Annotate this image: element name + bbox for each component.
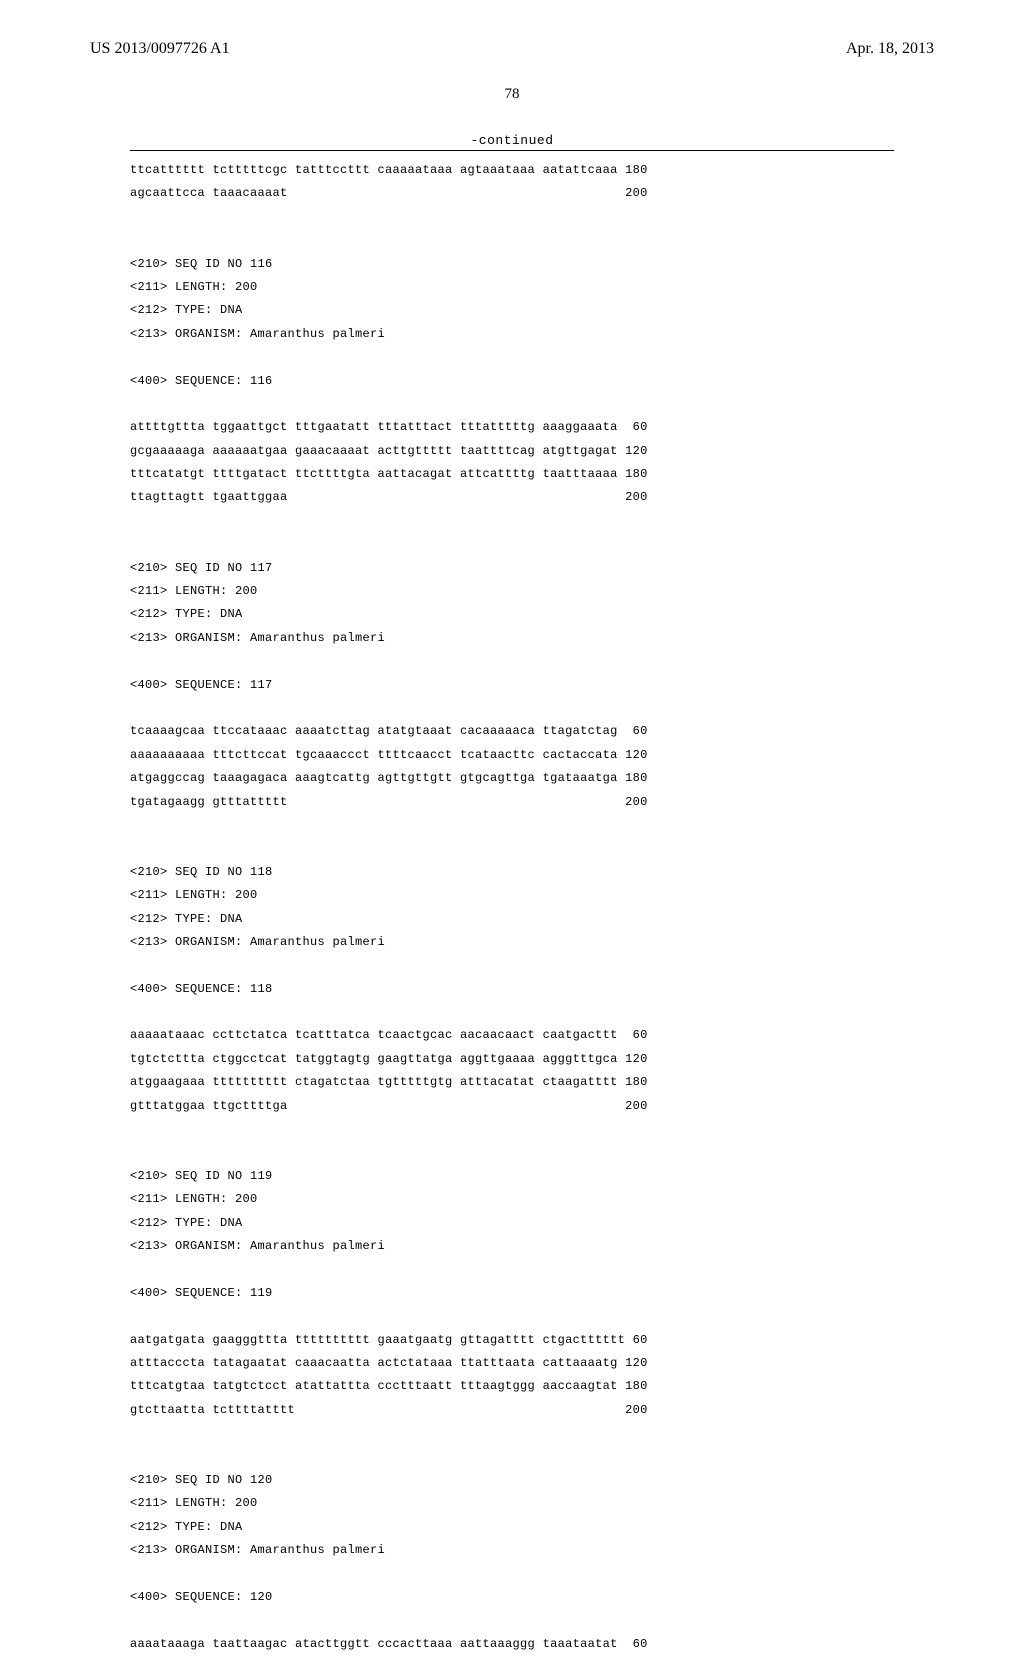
continued-label: -continued: [0, 133, 1024, 148]
sequence-content: ttcatttttt tctttttcgc tatttccttt caaaaat…: [130, 151, 894, 1656]
publication-number: US 2013/0097726 A1: [90, 40, 230, 58]
publication-date: Apr. 18, 2013: [846, 40, 934, 58]
page-number: 78: [0, 86, 1024, 103]
sequence-listing: ttcatttttt tctttttcgc tatttccttt caaaaat…: [130, 150, 894, 1656]
page-header: US 2013/0097726 A1 Apr. 18, 2013: [0, 0, 1024, 58]
